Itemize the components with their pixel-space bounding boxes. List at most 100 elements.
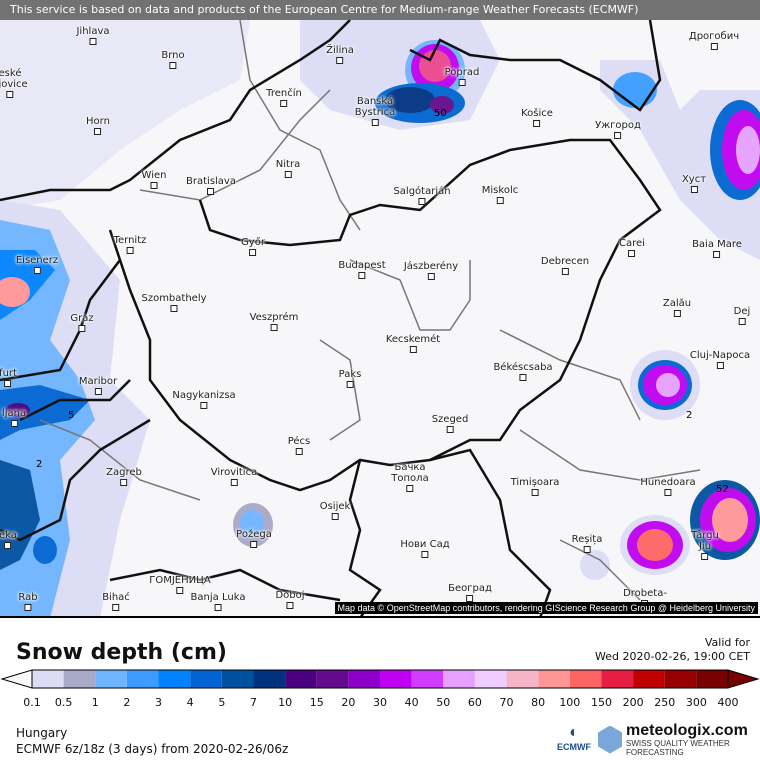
city-label: Virovitica [211,467,257,486]
city-label: Poprad [445,67,479,86]
city-marker [664,489,672,496]
valid-time: Wed 2020-02-26, 19:00 CET [595,650,750,663]
city-name: Београд [448,583,492,594]
city-marker [690,186,698,193]
tick-label: 50 [436,696,451,709]
color-swatch [285,670,317,688]
city-marker [673,310,681,317]
city-marker [331,513,339,520]
city-label: ГОМЈЕНИЦА [149,575,211,594]
city-name: Cluj-Napoca [689,350,751,361]
city-label: eské ějovice [0,68,28,98]
city-name: Дрогобич [688,31,740,42]
city-label: Хуст [682,174,706,193]
tick-label: 250 [654,696,676,709]
city-label: Wien [142,170,166,189]
color-bar-frame [31,669,729,689]
map-attribution[interactable]: Map data © OpenStreetMap contributors, r… [334,602,758,614]
city-name: Osijek [319,501,351,512]
city-marker [24,604,32,611]
city-name: Banská Bystrica [354,96,396,118]
city-label: Požega [236,529,272,548]
city-marker [716,362,724,369]
brand-tagline: SWISS QUALITY WEATHER FORECASTING [626,739,730,757]
city-marker [112,604,120,611]
city-name: Carei [619,238,645,249]
above-range-arrow [727,669,760,689]
city-label: Baia Mare [692,239,742,258]
tick-label: 0.5 [54,696,73,709]
city-marker [230,479,238,486]
city-name: Hunedoara [640,477,696,488]
city-name: Graz [70,313,94,324]
city-label: Košice [521,108,553,127]
city-marker [120,479,128,486]
city-marker [701,553,709,560]
city-name: Debrecen [540,256,590,267]
region-name: Hungary [16,726,68,740]
city-label: Београд [448,583,492,602]
color-swatch [569,670,602,688]
city-name: Požega [236,529,272,540]
city-marker [496,197,504,204]
city-label: Nitra [276,159,300,178]
city-name: Rab [18,592,38,603]
snow-depth-layer: 2 5 2 52 50 [0,19,760,616]
color-swatch [601,670,634,688]
city-marker [738,318,746,325]
brand-name: meteologix.com [626,722,748,739]
city-marker [421,551,429,558]
city-name: Nitra [275,159,301,170]
city-label: Graz [70,313,94,332]
city-label: Дрогобич [689,31,739,50]
city-label: Pécs [287,436,311,455]
city-marker [295,448,303,455]
contour-label: 2 [686,410,692,421]
ecmwf-notice-banner: This service is based on data and produc… [0,0,760,20]
tick-label: 300 [685,696,707,709]
color-swatch [411,670,444,688]
tick-label: 3 [155,696,163,709]
meteologix-logo[interactable]: meteologix.com SWISS QUALITY WEATHER FORE… [598,722,754,757]
city-label: Brno [161,50,185,69]
city-marker [519,374,527,381]
city-marker [200,402,208,409]
ecmwf-logo: ◐ ECMWF [557,724,591,752]
city-marker [406,485,414,492]
below-range-arrow [0,669,33,689]
tick-label: 150 [590,696,612,709]
city-marker [531,489,539,496]
city-name: Szombathely [141,293,207,304]
city-name: Győr [241,237,265,248]
tick-label: 20 [341,696,356,709]
city-name: Dej [733,306,751,317]
city-label: Бачка Топола [391,462,429,492]
legend-title: Snow depth (cm) [16,640,227,665]
city-marker [614,132,622,139]
city-label: Békéscsaba [493,362,553,381]
city-label: Timișoara [511,477,559,496]
city-label: Banja Luka [191,592,245,611]
city-name: Pécs [287,436,311,447]
contour-label: 52 [716,484,729,495]
city-marker [250,541,258,548]
city-marker [710,43,718,50]
tick-label: 80 [531,696,546,709]
tick-label: 200 [622,696,644,709]
city-label: Salgótarján [393,186,451,205]
model-run-info: ECMWF 6z/18z (3 days) from 2020-02-26/06… [16,742,289,756]
color-swatch [380,670,412,688]
city-name: Paks [338,369,362,380]
color-swatch [443,670,475,688]
city-label: Miskolc [482,185,518,204]
tick-label: 70 [499,696,514,709]
city-marker [446,426,454,433]
tick-label: 400 [717,696,739,709]
city-name: Bihać [102,592,130,603]
map[interactable]: 2 5 2 52 50 Jihlava Brno eské ějovice Žilin… [0,0,760,618]
color-swatch [633,670,665,688]
city-label: Dej [733,306,751,325]
color-swatch [696,670,728,688]
tick-label: 30 [373,696,387,709]
color-swatch [32,670,64,688]
